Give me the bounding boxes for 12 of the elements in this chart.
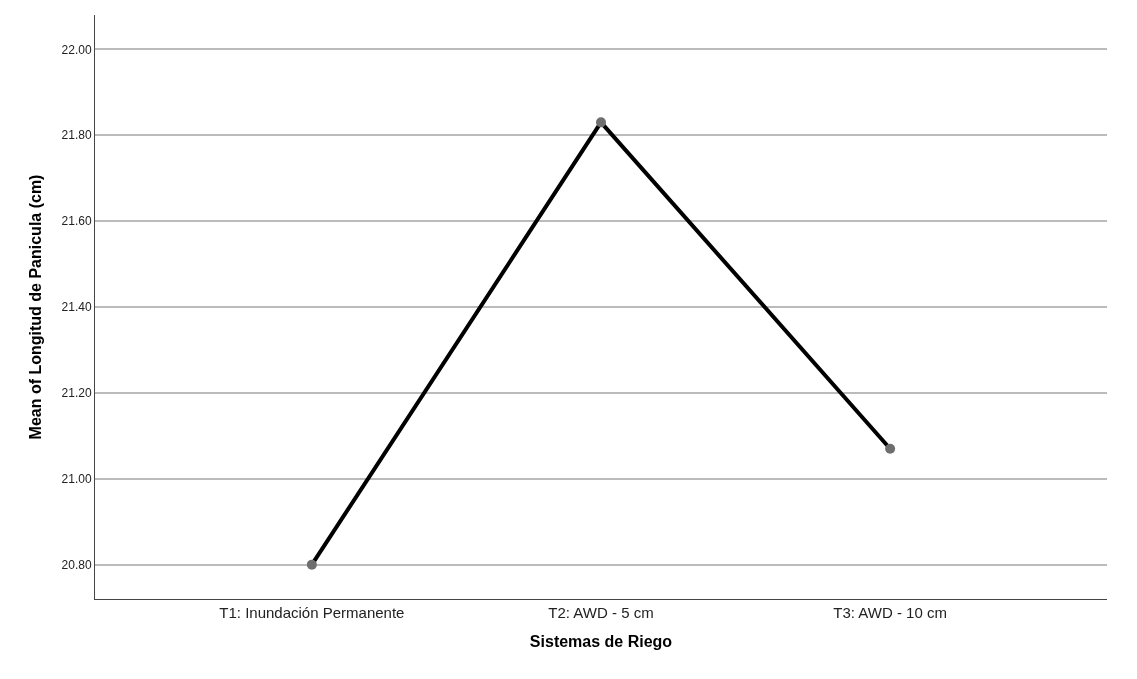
- y-tick-label: 21.40: [61, 300, 92, 315]
- y-tick-label: 21.60: [61, 214, 92, 229]
- x-tick-label: T2: AWD - 5 cm: [548, 604, 654, 621]
- x-tick-label: T1: Inundación Permanente: [219, 604, 405, 621]
- y-tick-label: 21.00: [61, 471, 92, 486]
- y-tick-label: 21.80: [61, 128, 92, 143]
- y-tick-label: 20.80: [61, 557, 92, 572]
- x-tick-label: T3: AWD - 10 cm: [833, 604, 947, 621]
- y-tick-label: 22.00: [61, 42, 92, 57]
- y-tick-label: 21.20: [61, 386, 92, 401]
- y-axis-title: Mean of Longitud de Panicula (cm): [27, 174, 45, 440]
- x-axis-title: Sistemas de Riego: [529, 632, 673, 650]
